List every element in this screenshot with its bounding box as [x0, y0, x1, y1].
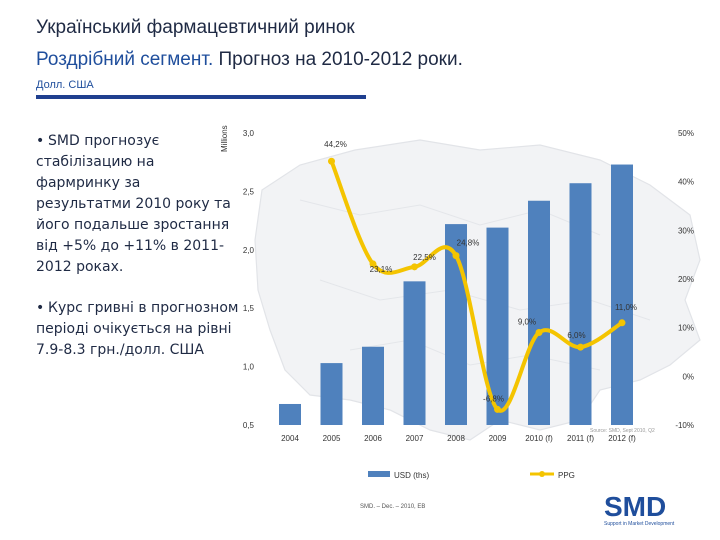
ppg-point [494, 405, 501, 413]
chart-legend: USD (ths) PPG [368, 471, 575, 480]
bar-2005 [320, 363, 343, 425]
bar-series [279, 164, 633, 425]
ppg-point [577, 343, 584, 351]
x-tick-label: 2009 [489, 434, 507, 443]
left-axis-tick-label: 2,0 [243, 246, 255, 255]
chart-axes: 0,5 1,0 1,5 2,0 2,5 3,0 -10% 0% 10% 20% 30% 40% 50% 2… [243, 129, 694, 443]
ppg-data-label: 23,1% [370, 265, 393, 274]
left-axis-tick-label: 2,5 [243, 187, 255, 196]
right-axis-tick-label: 50% [678, 129, 694, 138]
logo-wordmark: SMD [604, 491, 666, 522]
title-divider [36, 95, 366, 99]
ppg-point [535, 329, 543, 337]
logo-tagline: Support in Market Development [604, 521, 675, 527]
left-axis-tick-label: 0,5 [243, 421, 255, 430]
bullet-text: Курс гривні в прогнозном періоді очікуєт… [36, 300, 239, 358]
ppg-point [411, 263, 418, 271]
chart-footer: Source: SMD, Sept 2010, Q2 SMD. – Dec. – … [360, 428, 655, 510]
left-axis-tick-label: 1,0 [243, 363, 255, 372]
page-title-line1: Український фармацевтичний ринок [36, 17, 355, 38]
bullet-forecast: • SMD прогнозує стабілізацию на фармринку… [36, 131, 231, 278]
bar-2007 [403, 281, 426, 425]
ppg-data-label: 24,8% [457, 239, 480, 248]
x-tick-label: 2008 [447, 434, 465, 443]
x-tick-label: 2005 [323, 434, 341, 443]
title-forecast: Прогноз на 2010-2012 роки. [213, 49, 463, 70]
right-axis-tick-label: 0% [682, 372, 694, 381]
ppg-data-label: 6,0% [567, 331, 585, 340]
bar-2009 [486, 227, 509, 425]
right-axis-tick-label: 30% [678, 226, 694, 235]
legend-marker-line [539, 471, 545, 477]
bar-2012 (f) [611, 164, 633, 425]
ppg-data-label: 22,5% [413, 253, 436, 262]
copyright-note: SMD. – Dec. – 2010, EB [360, 504, 425, 510]
bar-2006 [362, 346, 384, 425]
left-axis-tick-label: 3,0 [243, 129, 255, 138]
currency-subtitle: Долл. США [36, 79, 94, 91]
ppg-point [328, 157, 335, 165]
ppg-data-label: 9,0% [518, 318, 536, 327]
bar-2004 [279, 403, 301, 425]
page-title-line2: Роздрібний сегмент. Прогноз на 2010-2012… [36, 49, 463, 71]
right-axis-tick-label: 20% [678, 275, 694, 284]
bullet-marker: • [36, 300, 45, 316]
x-tick-label: 2012 (f) [608, 434, 636, 443]
ppg-data-label: 44,2% [324, 140, 347, 149]
bar-2011 (f) [569, 183, 592, 425]
legend-swatch-bars [368, 471, 390, 477]
ppg-data-label: -6,8% [483, 394, 504, 403]
ppg-data-label: 11,0% [615, 303, 637, 312]
ppg-point [452, 252, 460, 260]
x-tick-label: 2006 [364, 434, 382, 443]
smd-logo: SMD Support in Market Development [604, 491, 675, 527]
bullet-text: SMD прогнозує стабілізацию на фармринку … [36, 133, 231, 275]
right-axis-tick-label: 10% [678, 324, 694, 333]
x-tick-label: 2007 [406, 434, 424, 443]
left-axis-tick-label: 1,5 [243, 304, 255, 313]
legend-label-line: PPG [558, 471, 575, 480]
x-tick-label: 2004 [281, 434, 299, 443]
bullet-exchange-rate: • Курс гривні в прогнозном періоді очікує… [36, 298, 241, 361]
line-series: 44,2% 23,1% 22,5% 24,8% -6,8% 9,0% 6,0% 11,0% [324, 140, 637, 413]
bar-2010 (f) [528, 200, 550, 425]
bullet-marker: • [36, 133, 45, 149]
right-axis-tick-label: 40% [678, 178, 694, 187]
legend-label-bars: USD (ths) [394, 471, 429, 480]
x-tick-label: 2011 (f) [567, 434, 594, 443]
right-axis-tick-label: -10% [675, 421, 694, 430]
ppg-point [369, 260, 377, 268]
title-segment: Роздрібний сегмент. [36, 49, 214, 70]
x-tick-label: 2010 (f) [525, 434, 553, 443]
source-note: Source: SMD, Sept 2010, Q2 [590, 428, 655, 434]
ppg-point [618, 319, 626, 327]
